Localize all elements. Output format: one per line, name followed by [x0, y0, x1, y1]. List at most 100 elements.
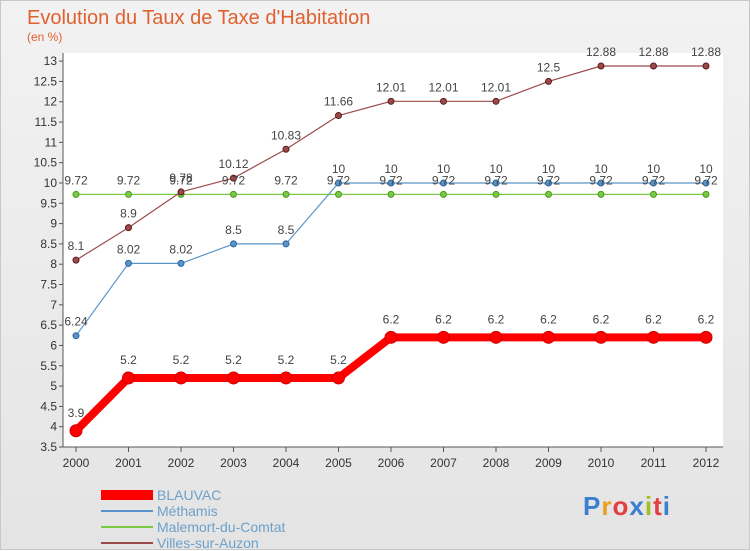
y-tick-label: 12.5 [34, 74, 58, 88]
data-label-methamis: 8.5 [278, 223, 295, 237]
data-point-blauvac [384, 330, 398, 344]
legend-item-methamis: Méthamis [101, 503, 285, 519]
data-point-villes-sur-auzon [282, 145, 290, 153]
logo-letter: o [612, 491, 630, 521]
data-label-blauvac: 5.2 [330, 353, 347, 367]
legend-swatch [101, 490, 153, 500]
legend-item-villes-sur-auzon: Villes-sur-Auzon [101, 535, 285, 551]
x-tick-label: 2006 [378, 456, 405, 470]
data-label-villes-sur-auzon: 12.01 [481, 80, 511, 94]
data-point-malemort-du-comtat [545, 190, 552, 198]
data-point-methamis [72, 332, 80, 340]
x-tick-label: 2005 [325, 456, 352, 470]
data-label-blauvac: 5.2 [278, 353, 295, 367]
data-label-methamis: 10 [437, 162, 451, 176]
y-tick-label: 7 [50, 298, 57, 312]
data-label-blauvac: 6.2 [383, 312, 400, 326]
legend-label: Villes-sur-Auzon [157, 535, 259, 551]
y-tick-label: 5.5 [40, 359, 57, 373]
data-point-methamis [282, 240, 290, 248]
data-point-malemort-du-comtat [440, 190, 447, 198]
data-label-blauvac: 3.9 [68, 406, 85, 420]
proxiti-logo: Proxiti [583, 491, 671, 522]
data-point-blauvac [122, 371, 135, 385]
data-label-malemort-du-comtat: 9.72 [432, 173, 456, 187]
data-point-blauvac [437, 330, 450, 344]
legend-label: BLAUVAC [157, 487, 222, 503]
data-label-blauvac: 6.2 [645, 312, 662, 326]
data-label-malemort-du-comtat: 9.72 [589, 173, 613, 187]
data-point-malemort-du-comtat [72, 190, 80, 198]
data-label-villes-sur-auzon: 12.01 [376, 80, 406, 94]
data-label-methamis: 8.02 [169, 242, 193, 256]
chart-legend: BLAUVAC Méthamis Malemort-du-Comtat Villes-… [101, 487, 285, 551]
y-tick-label: 6.5 [40, 318, 57, 332]
data-point-blauvac [699, 330, 713, 344]
y-tick-label: 8 [50, 257, 57, 271]
data-label-villes-sur-auzon: 10.12 [218, 157, 248, 171]
data-point-blauvac [279, 371, 293, 385]
data-point-villes-sur-auzon [125, 224, 132, 232]
data-point-villes-sur-auzon [492, 97, 500, 105]
data-label-methamis: 10 [489, 162, 503, 176]
data-point-methamis [545, 179, 552, 187]
y-tick-label: 6 [50, 338, 57, 352]
data-point-malemort-du-comtat [282, 190, 290, 198]
y-tick-label: 9.5 [40, 196, 57, 210]
y-tick-label: 8.5 [40, 237, 57, 251]
logo-letter: P [583, 491, 602, 521]
data-label-methamis: 6.24 [64, 315, 88, 329]
data-point-malemort-du-comtat [125, 190, 132, 198]
y-tick-label: 5 [50, 379, 57, 393]
data-point-blauvac [332, 371, 345, 385]
x-tick-label: 2003 [220, 456, 247, 470]
data-label-malemort-du-comtat: 9.72 [484, 173, 508, 187]
data-label-villes-sur-auzon: 10.83 [271, 128, 301, 142]
data-label-methamis: 10 [384, 162, 398, 176]
data-point-malemort-du-comtat [702, 190, 710, 198]
data-label-villes-sur-auzon: 12.88 [586, 45, 616, 59]
x-tick-label: 2002 [168, 456, 195, 470]
data-point-blauvac [174, 371, 188, 385]
data-point-blauvac [647, 330, 660, 344]
data-point-methamis [230, 240, 237, 248]
data-label-villes-sur-auzon: 8.9 [120, 207, 137, 221]
data-label-villes-sur-auzon: 8.1 [68, 239, 85, 253]
legend-label: Méthamis [157, 503, 218, 519]
data-label-methamis: 8.02 [117, 242, 141, 256]
y-tick-label: 7.5 [40, 278, 57, 292]
y-tick-label: 10.5 [34, 156, 58, 170]
chart-subtitle: (en %) [27, 30, 63, 44]
data-label-blauvac: 6.2 [435, 312, 452, 326]
x-tick-label: 2004 [273, 456, 300, 470]
data-label-blauvac: 6.2 [698, 312, 715, 326]
y-tick-label: 4.5 [40, 399, 57, 413]
data-point-villes-sur-auzon [387, 97, 395, 105]
data-label-blauvac: 5.2 [173, 353, 190, 367]
data-point-malemort-du-comtat [335, 190, 342, 198]
data-label-blauvac: 5.2 [225, 353, 242, 367]
data-label-malemort-du-comtat: 9.72 [222, 173, 246, 187]
data-point-malemort-du-comtat [387, 190, 395, 198]
data-label-methamis: 10 [594, 162, 608, 176]
data-point-blauvac [594, 330, 608, 344]
data-point-villes-sur-auzon [650, 62, 657, 70]
data-label-methamis: 10 [699, 162, 713, 176]
chart-title: Evolution du Taux de Taxe d'Habitation [27, 7, 371, 29]
y-tick-label: 11.5 [35, 115, 58, 129]
y-tick-label: 10 [44, 176, 58, 190]
legend-item-blauvac: BLAUVAC [101, 487, 285, 503]
data-point-blauvac [489, 330, 503, 344]
data-label-malemort-du-comtat: 9.72 [642, 173, 666, 187]
data-label-methamis: 10 [647, 162, 661, 176]
data-point-villes-sur-auzon [335, 112, 342, 120]
x-tick-label: 2012 [693, 456, 720, 470]
data-label-malemort-du-comtat: 9.72 [169, 173, 193, 187]
data-point-villes-sur-auzon [72, 256, 80, 264]
data-label-methamis: 10 [332, 162, 346, 176]
data-point-methamis [650, 179, 657, 187]
data-point-blauvac [542, 330, 555, 344]
data-point-malemort-du-comtat [492, 190, 500, 198]
data-label-villes-sur-auzon: 12.01 [428, 80, 458, 94]
data-point-methamis [177, 259, 185, 267]
